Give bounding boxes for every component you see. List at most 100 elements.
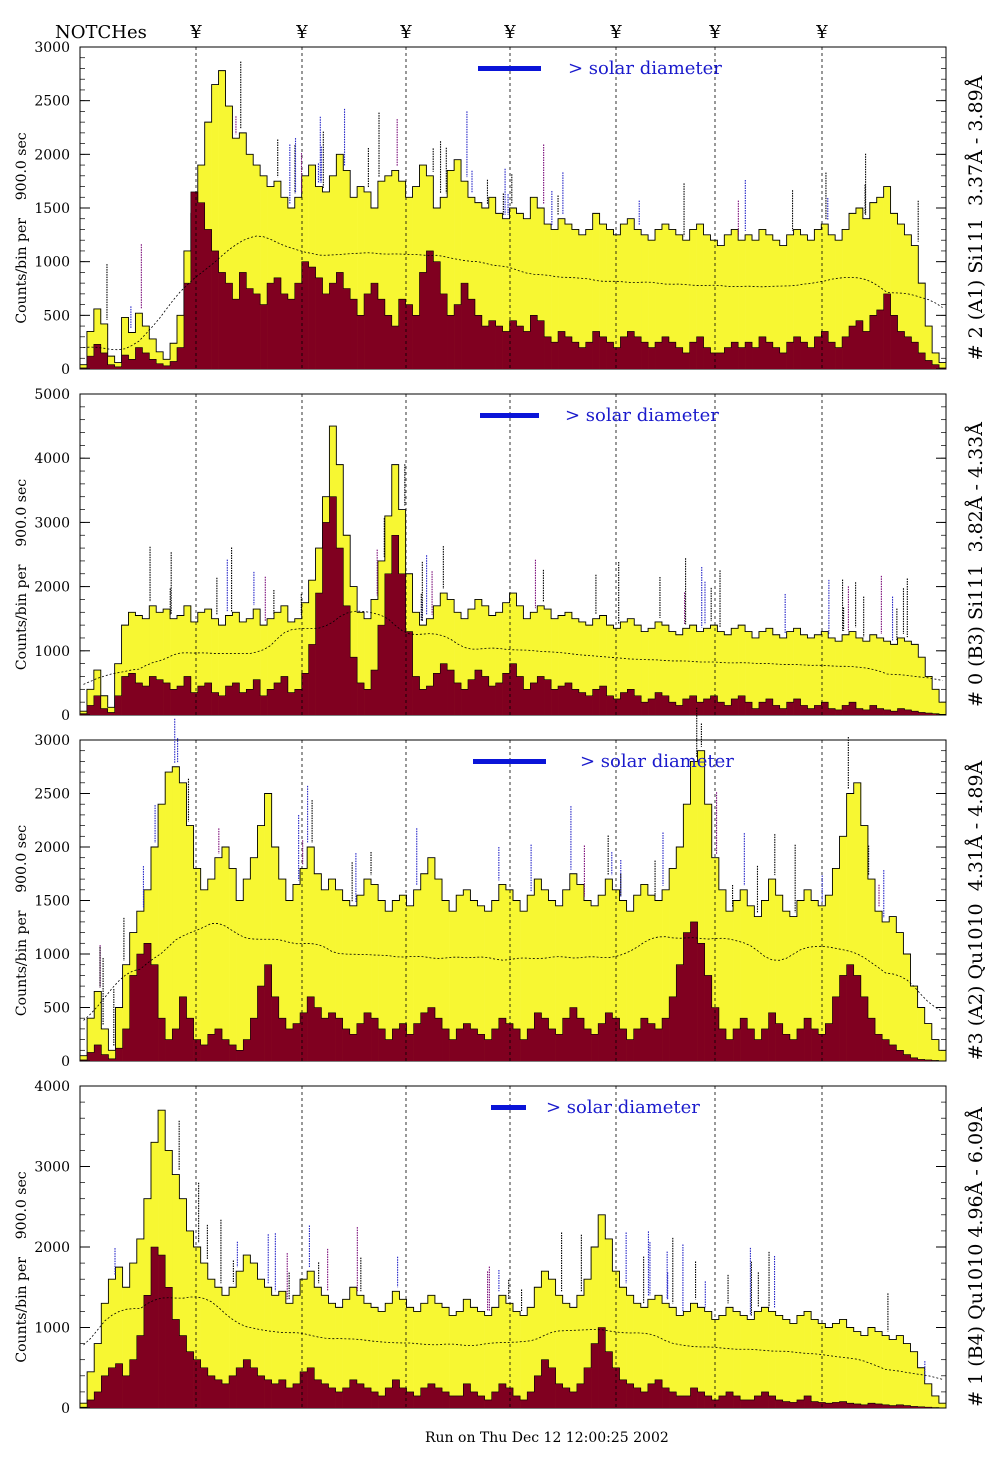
bar-line xyxy=(197,202,206,369)
bar-total xyxy=(889,1339,897,1408)
bar-line xyxy=(461,283,469,369)
y-tick-label: 2000 xyxy=(34,147,70,163)
bar-total xyxy=(176,615,185,715)
bar-total xyxy=(911,245,919,369)
bar-line xyxy=(585,695,593,715)
bar-total xyxy=(598,895,606,1061)
bar-total xyxy=(513,900,521,1061)
bar-total xyxy=(484,911,493,1061)
bar-line xyxy=(80,713,88,715)
bar-total xyxy=(246,618,254,715)
bar-total xyxy=(93,670,102,715)
bar-total xyxy=(335,1307,343,1408)
bar-line xyxy=(419,689,427,715)
bar-total xyxy=(447,170,455,369)
bar-line xyxy=(782,1401,791,1408)
bar-line xyxy=(491,1028,500,1061)
bar-total xyxy=(253,609,261,715)
bar-total xyxy=(467,609,476,715)
bar-line xyxy=(839,975,847,1061)
bar-total xyxy=(520,911,528,1061)
bar-line xyxy=(710,695,718,715)
bar-line xyxy=(793,336,801,369)
bar-total xyxy=(100,323,109,369)
bar-total xyxy=(804,889,812,1061)
bar-line xyxy=(454,304,462,369)
bar-line xyxy=(218,695,226,715)
bar-total xyxy=(869,202,878,369)
bar-line xyxy=(257,1375,265,1408)
bar-total xyxy=(246,154,254,369)
bar-line xyxy=(363,1387,372,1408)
bar-total xyxy=(779,245,787,369)
bar-line xyxy=(314,1007,322,1061)
bar-total xyxy=(474,599,483,715)
bar-total xyxy=(364,618,372,715)
y-tick-label: 0 xyxy=(61,362,70,378)
bar-line xyxy=(897,331,905,369)
bar-line xyxy=(599,336,607,369)
bar-total xyxy=(470,900,478,1061)
bar-line xyxy=(211,692,219,715)
bar-line xyxy=(135,347,143,369)
bar-line xyxy=(474,670,483,715)
bar-total xyxy=(165,1150,173,1408)
y-tick-label: 3000 xyxy=(34,515,70,531)
bar-line xyxy=(613,698,621,715)
bar-line xyxy=(558,331,566,369)
bar-line xyxy=(537,676,545,715)
bar-line xyxy=(882,1039,890,1061)
bar-total xyxy=(463,889,471,1061)
bar-line xyxy=(484,1399,493,1408)
bar-total xyxy=(648,240,656,369)
bar-total xyxy=(932,352,940,369)
bar-line xyxy=(633,1028,642,1061)
bar-line xyxy=(745,702,753,715)
bar-total xyxy=(176,315,185,369)
bar-line xyxy=(655,692,663,715)
bar-total xyxy=(447,599,455,715)
bar-line xyxy=(697,943,705,1061)
bar-total xyxy=(917,1007,926,1061)
bar-line xyxy=(711,1399,720,1408)
bar-total xyxy=(752,637,760,715)
bar-total xyxy=(392,900,400,1061)
y-tick-label: 500 xyxy=(43,1001,70,1017)
bar-line xyxy=(229,1044,237,1061)
bar-total xyxy=(115,1007,123,1061)
bar-line xyxy=(204,229,212,369)
bar-line xyxy=(371,1391,379,1408)
bar-total xyxy=(633,1303,642,1408)
bar-line xyxy=(176,347,185,369)
bar-total xyxy=(260,175,268,369)
bar-total xyxy=(307,1271,315,1408)
bar-total xyxy=(87,1371,95,1408)
bar-line xyxy=(342,1028,351,1061)
bar-total xyxy=(285,1303,294,1408)
bar-line xyxy=(170,689,178,715)
bar-total xyxy=(551,618,559,715)
bar-line xyxy=(484,1039,493,1061)
bar-line xyxy=(128,673,136,715)
bar-total xyxy=(300,868,308,1061)
bar-total xyxy=(149,338,157,369)
bar-total xyxy=(775,1315,784,1408)
bar-total xyxy=(641,631,649,715)
bar-total xyxy=(398,181,406,369)
bar-line xyxy=(516,676,524,715)
bar-line xyxy=(315,593,323,715)
bar-total xyxy=(80,711,88,715)
solar-diameter-bar xyxy=(473,759,546,764)
bar-total xyxy=(633,895,642,1061)
bar-total xyxy=(904,641,912,715)
bar-line xyxy=(897,708,905,715)
bar-total xyxy=(697,1307,705,1408)
bar-line xyxy=(876,708,884,715)
bar-total xyxy=(363,879,372,1061)
bar-total xyxy=(862,641,871,715)
bar-line xyxy=(426,250,434,369)
bar-line xyxy=(498,1383,507,1408)
bar-total xyxy=(782,911,791,1061)
bar-line xyxy=(718,1395,727,1408)
bar-line xyxy=(703,347,711,369)
